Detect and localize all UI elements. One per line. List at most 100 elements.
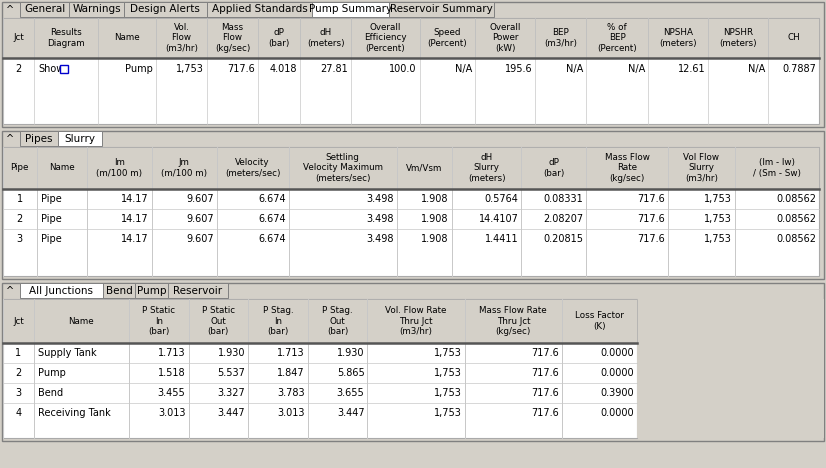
Text: 1,753: 1,753 [176,64,204,74]
Text: Pump: Pump [136,285,166,295]
Bar [708,18,768,58]
Bar [102,283,135,298]
Bar [2,2,824,127]
Bar [20,131,58,146]
Bar [129,299,188,343]
Text: Pipe: Pipe [40,194,61,204]
Text: 717.6: 717.6 [531,348,559,358]
Text: 1.930: 1.930 [218,348,245,358]
Text: N/A: N/A [628,64,645,74]
Text: Supply Tank: Supply Tank [38,348,97,358]
Text: P Static
In
(bar): P Static In (bar) [142,306,175,336]
Text: 1,753: 1,753 [434,408,462,418]
Text: 3.013: 3.013 [158,408,186,418]
Bar [288,147,396,189]
Text: 1,753: 1,753 [704,214,732,224]
Text: NPSHR
(meters): NPSHR (meters) [719,28,757,48]
Bar [152,147,216,189]
Text: (Im - Iw)
/ (Sm - Sw): (Im - Iw) / (Sm - Sw) [753,158,801,178]
Text: Jct: Jct [13,316,24,326]
Text: 3.783: 3.783 [278,388,305,398]
Bar [648,18,708,58]
Text: Applied Standards: Applied Standards [211,5,307,15]
Text: Name: Name [49,163,74,173]
Text: dH
Slurry
(meters): dH Slurry (meters) [468,153,506,183]
Bar [521,147,586,189]
Bar [20,2,69,17]
Bar [465,299,562,343]
Text: Mass
Flow
(kg/sec): Mass Flow (kg/sec) [215,23,250,53]
Text: 1,753: 1,753 [704,234,732,244]
Text: Pump: Pump [38,368,66,378]
Text: Pump Summary: Pump Summary [309,5,392,15]
Text: 6.674: 6.674 [258,214,286,224]
Text: 5.537: 5.537 [217,368,245,378]
Bar [168,283,228,298]
Bar [452,147,521,189]
Bar [667,147,735,189]
Bar [258,18,300,58]
Text: Reservoir Summary: Reservoir Summary [391,5,493,15]
Text: 717.6: 717.6 [531,408,559,418]
Bar [3,18,34,58]
Text: 100.0: 100.0 [389,64,417,74]
Text: 0.0000: 0.0000 [601,348,634,358]
Text: 0.7887: 0.7887 [782,64,816,74]
Bar [420,18,475,58]
Bar [586,18,648,58]
Bar [768,18,819,58]
Text: 3: 3 [17,234,23,244]
Bar [3,147,819,276]
Text: Receiving Tank: Receiving Tank [38,408,111,418]
Text: Pipe: Pipe [40,234,61,244]
Text: 1,753: 1,753 [434,388,462,398]
Text: Results
Diagram: Results Diagram [47,28,85,48]
Bar [368,299,465,343]
Text: 0.08562: 0.08562 [776,214,816,224]
Text: 1.4411: 1.4411 [485,234,519,244]
Text: Overall
Efficiency
(Percent): Overall Efficiency (Percent) [364,23,406,53]
Text: 717.6: 717.6 [637,214,665,224]
Text: 717.6: 717.6 [637,194,665,204]
Text: Im
(m/100 m): Im (m/100 m) [97,158,142,178]
Bar [207,18,258,58]
Text: Settling
Velocity Maximum
(meters/sec): Settling Velocity Maximum (meters/sec) [302,153,382,183]
Text: P Stag.
In
(bar): P Stag. In (bar) [263,306,293,336]
Bar [87,147,152,189]
Text: 1.847: 1.847 [278,368,305,378]
Text: Overall
Power
(kW): Overall Power (kW) [490,23,521,53]
Text: Warnings: Warnings [73,5,121,15]
Bar [3,299,637,438]
Text: Mass Flow Rate
Thru Jct
(kg/sec): Mass Flow Rate Thru Jct (kg/sec) [479,306,547,336]
Text: Name: Name [69,316,94,326]
Bar [351,18,420,58]
Bar [535,18,586,58]
Text: 195.6: 195.6 [505,64,532,74]
Text: 3.327: 3.327 [217,388,245,398]
Text: 717.6: 717.6 [227,64,255,74]
Text: ^: ^ [6,134,14,144]
Text: 3.498: 3.498 [366,194,394,204]
Text: 27.81: 27.81 [320,64,348,74]
Bar [36,147,87,189]
Text: 4: 4 [16,408,21,418]
Text: 3.655: 3.655 [337,388,364,398]
Text: 0.3900: 0.3900 [601,388,634,398]
Text: NPSHA
(meters): NPSHA (meters) [659,28,697,48]
Bar [58,131,102,146]
Text: Design Alerts: Design Alerts [131,5,201,15]
Bar [2,131,824,279]
Text: % of
BEP
(Percent): % of BEP (Percent) [597,23,637,53]
Text: Vol.
Flow
(m3/hr): Vol. Flow (m3/hr) [165,23,198,53]
Text: Vol Flow
Slurry
(m3/hr): Vol Flow Slurry (m3/hr) [683,153,719,183]
Bar [3,147,36,189]
Text: N/A: N/A [455,64,472,74]
Bar [586,147,667,189]
Text: 14.17: 14.17 [121,234,149,244]
Text: 6.674: 6.674 [258,234,286,244]
Text: Pipe: Pipe [40,214,61,224]
Text: 9.607: 9.607 [186,234,214,244]
Text: 1,753: 1,753 [434,348,462,358]
Text: 5.865: 5.865 [337,368,364,378]
Text: P Stag.
Out
(bar): P Stag. Out (bar) [322,306,353,336]
